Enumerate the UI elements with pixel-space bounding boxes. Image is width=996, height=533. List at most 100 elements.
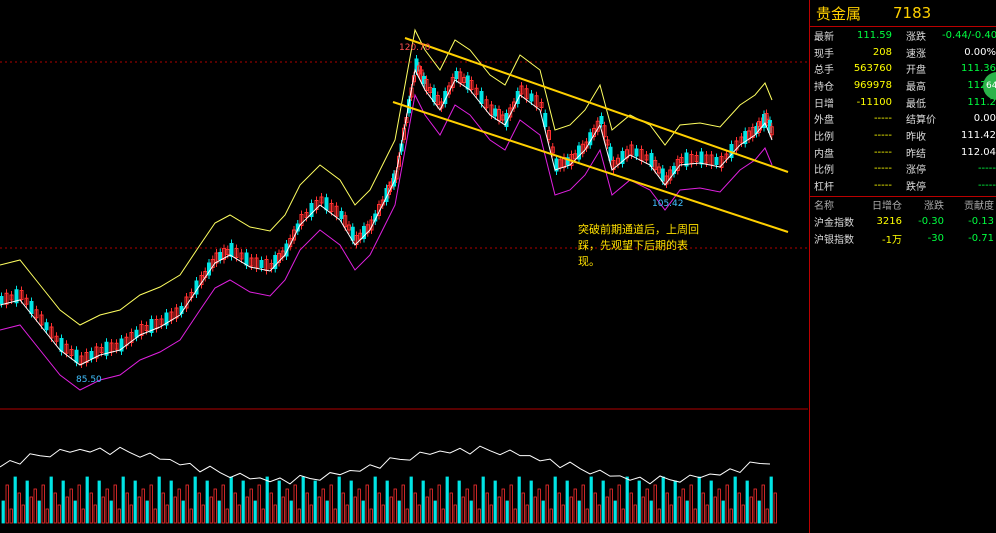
volume-bar (93, 504, 97, 524)
quote-value: 0.00% (964, 46, 996, 58)
instrument-code: 7183 (893, 4, 932, 22)
volume-bar (601, 480, 605, 524)
volume-bar (505, 500, 509, 524)
volume-bar (1, 500, 5, 524)
candle-body (94, 346, 99, 359)
volume-bar (677, 496, 681, 524)
volume-bar (37, 500, 41, 524)
volume-bar (593, 492, 597, 524)
candle-body (573, 153, 578, 160)
candle-body (419, 69, 424, 81)
volume-bar (725, 484, 729, 524)
volume-bar (385, 480, 389, 524)
candle-body (565, 157, 570, 166)
volume-bar (589, 476, 593, 524)
candle-body (354, 235, 359, 245)
candle-body (489, 104, 494, 116)
index-contrib: -0.13 (968, 215, 994, 227)
quote-value: 969978 (853, 79, 892, 91)
kline-chart-area[interactable]: 120.70 85.50 105.42 突破前期通道后，上周回踩，先观望下后期的… (0, 0, 808, 533)
volume-bar (317, 496, 321, 524)
quote-label: 开盘 (906, 65, 926, 77)
volume-bar (277, 480, 281, 524)
kline-chart[interactable] (0, 0, 808, 533)
candle-body (225, 249, 230, 255)
candle-body (500, 114, 505, 121)
divider (810, 195, 996, 197)
volume-bar (265, 476, 269, 524)
volume-bar (425, 496, 429, 524)
volume-bar (473, 484, 477, 524)
volume-bar (161, 492, 165, 524)
candle-body (49, 326, 54, 339)
candle-body (277, 253, 281, 263)
volume-bar (129, 504, 133, 524)
volume-bar (705, 504, 709, 524)
volume-bar (189, 508, 193, 524)
volume-bar (329, 484, 333, 524)
index-row[interactable]: 沪银指数 -1万 -30 -0.71 (810, 230, 996, 247)
candle-body (743, 131, 748, 144)
volume-bar (133, 480, 137, 524)
col-chg: 涨跌 (924, 201, 944, 213)
quote-value: 111.2 (967, 96, 996, 108)
volume-bar (673, 480, 677, 524)
quote-value: 563760 (853, 63, 892, 75)
candle-body (605, 139, 610, 146)
candle-body (414, 58, 419, 72)
volume-bar (457, 480, 461, 524)
volume-bar (69, 488, 73, 524)
candle-body (524, 88, 529, 100)
volume-bar (549, 508, 553, 524)
candle-body (273, 255, 278, 269)
volume-bar (377, 492, 381, 524)
candle-body (134, 329, 139, 338)
volume-bar (221, 484, 225, 524)
volume-bar (609, 488, 613, 524)
volume-bar (469, 500, 473, 524)
candle-body (174, 307, 179, 319)
candle-body (334, 205, 339, 217)
candle-body (734, 140, 739, 151)
volume-bar (581, 484, 585, 524)
volume-bar (117, 508, 121, 524)
candle-body (329, 203, 334, 212)
candle-body (611, 160, 616, 170)
volume-bar (573, 488, 577, 524)
candle-body (149, 319, 154, 333)
index-chg: -0.30 (918, 215, 944, 227)
volume-bar (13, 476, 17, 524)
volume-bar (145, 500, 149, 524)
quote-panel: 贵金属 7183 最新 111.59 涨跌 -0.44/-0.40% 现手 208 速涨 0.… (809, 0, 996, 533)
col-contrib: 贡献度 (964, 201, 994, 213)
volume-bar (749, 496, 753, 524)
mid-low-price-label: 105.42 (652, 199, 684, 209)
index-chg: -30 (927, 232, 944, 244)
volume-bar (165, 504, 169, 524)
quote-label: 涨停 (906, 165, 926, 177)
volume-bar (637, 480, 641, 524)
candle-body (119, 338, 124, 352)
candle-body (739, 136, 744, 144)
index-row[interactable]: 沪金指数 3216 -0.30 -0.13 (810, 213, 996, 230)
volume-bar (245, 496, 249, 524)
volume-bar (297, 508, 301, 524)
notification-badge[interactable]: 64 (983, 72, 996, 100)
candle-body (602, 125, 607, 138)
quote-row: 总手 563760 开盘 111.36 (810, 60, 996, 77)
volume-bar (61, 480, 65, 524)
volume-bar (497, 496, 501, 524)
volume-bar (157, 476, 161, 524)
quote-label: 总手 (814, 65, 834, 77)
quote-label: 昨结 (906, 148, 926, 160)
candle-body (714, 157, 719, 165)
candle-body (139, 324, 144, 336)
quote-label: 日增 (814, 98, 834, 110)
volume-bar (509, 484, 513, 524)
volume-bar (429, 488, 433, 524)
candle-body (454, 71, 459, 79)
volume-bar (533, 496, 537, 524)
volume-bar (769, 476, 773, 524)
quote-row: 现手 208 速涨 0.00% (810, 44, 996, 61)
candle-body (304, 212, 309, 218)
